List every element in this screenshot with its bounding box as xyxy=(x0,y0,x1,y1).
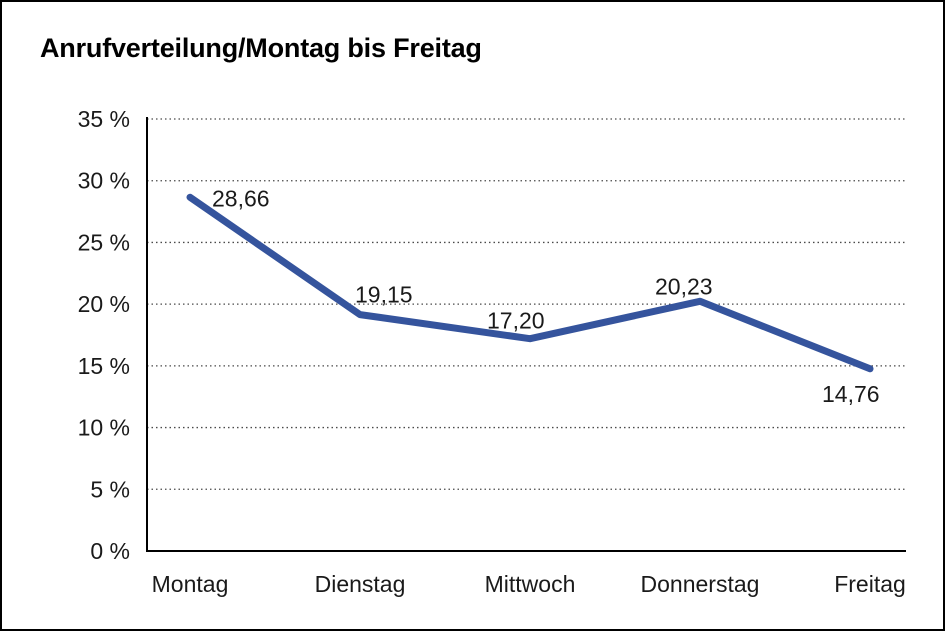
data-value-label: 14,76 xyxy=(822,381,880,407)
y-tick-label: 20 % xyxy=(78,291,130,317)
y-tick-label: 35 % xyxy=(78,106,130,132)
y-tick-label: 15 % xyxy=(78,353,130,379)
y-tick-label: 10 % xyxy=(78,415,130,441)
y-tick-label: 0 % xyxy=(90,538,130,564)
data-value-label: 19,15 xyxy=(355,282,413,308)
data-value-label: 28,66 xyxy=(212,185,270,211)
x-category-label: Montag xyxy=(152,571,229,597)
data-value-label: 17,20 xyxy=(487,308,545,334)
data-value-label: 20,23 xyxy=(655,273,713,299)
chart-title: Anrufverteilung/Montag bis Freitag xyxy=(40,33,482,63)
x-category-label: Freitag xyxy=(834,571,906,597)
y-tick-label: 25 % xyxy=(78,229,130,255)
y-tick-label: 30 % xyxy=(78,168,130,194)
x-category-label: Mittwoch xyxy=(485,571,576,597)
y-tick-label: 5 % xyxy=(90,476,130,502)
x-category-label: Dienstag xyxy=(315,571,406,597)
x-category-label: Donnerstag xyxy=(641,571,760,597)
data-line xyxy=(186,193,874,373)
